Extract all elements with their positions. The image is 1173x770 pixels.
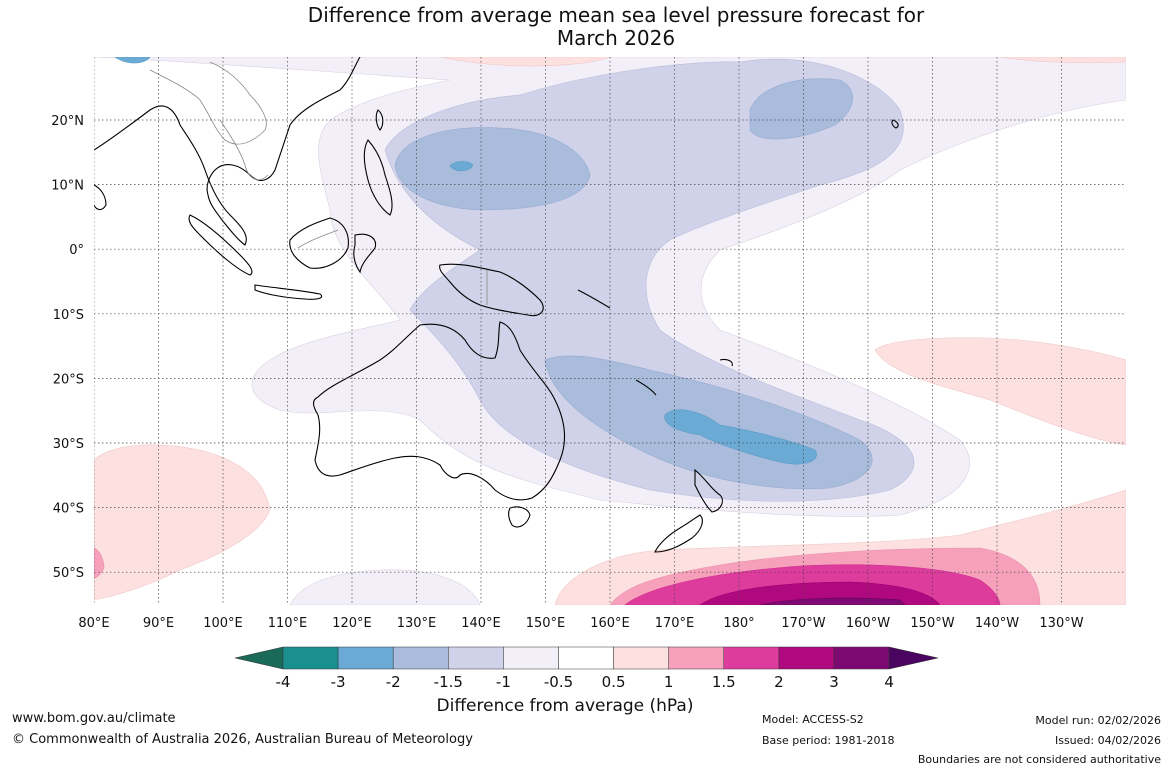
map-title: Difference from average mean sea level p…: [0, 4, 1173, 50]
gridlines: [94, 57, 1126, 605]
colorbar-tick-label: -0.5: [544, 673, 573, 691]
colorbar-segment: [723, 646, 780, 670]
colorbar-segment: [778, 646, 835, 670]
colorbar-tick-label: -4: [276, 673, 291, 691]
border-borneo: [297, 229, 339, 249]
latitude-label: 30°S: [53, 437, 84, 452]
colorbar-segment: [613, 646, 669, 670]
colorbar-tick-label: -2: [386, 673, 401, 691]
issued-date: Issued: 04/02/2026: [1054, 734, 1161, 747]
anomaly-region-light-pink-southwest: [94, 444, 271, 601]
longitude-label: 150°E: [526, 616, 566, 631]
colorbar-tick-label: 4: [884, 673, 894, 691]
colorbar-low-extension: [234, 646, 284, 670]
colorbar-tick-label: 1.5: [712, 673, 736, 691]
coastline-australia: [312, 321, 566, 501]
coastline-new-zealand-north: [694, 468, 723, 513]
longitude-label: 130°W: [1039, 616, 1083, 631]
coastline-sumatra: [188, 214, 253, 276]
colorbar-high-extension: [888, 646, 939, 670]
colorbar-tick-label: -1.5: [434, 673, 463, 691]
longitude-label: 160°E: [590, 616, 630, 631]
colorbar-segment: [833, 646, 890, 670]
colorbar-tick-label: 2: [774, 673, 784, 691]
anomaly-region-blue-south: [664, 409, 817, 465]
coastline-hawaii: [891, 119, 899, 129]
boundaries-disclaimer: Boundaries are not considered authoritat…: [917, 753, 1161, 766]
longitude-label: 100°E: [203, 616, 243, 631]
anomaly-region-blue-north: [449, 161, 474, 172]
latitude-label: 10°S: [53, 308, 84, 323]
colorbar-tick-label: 3: [829, 673, 839, 691]
border-southeast-asia: [149, 61, 267, 145]
colorbar-segment: [668, 646, 725, 670]
longitude-label: 160°W: [846, 616, 890, 631]
longitude-labels: 80°E 90°E 100°E 110°E 120°E 130°E 140°E 150°E 16…: [78, 616, 1083, 631]
anomaly-region-pink-west: [94, 547, 105, 579]
country-borders: [149, 61, 488, 305]
anomaly-region-light-pink-east: [874, 337, 1126, 446]
longitude-label: 170°W: [781, 616, 825, 631]
latitude-label: 20°S: [53, 372, 84, 387]
anomaly-region-light-pink-northeast: [999, 57, 1126, 64]
longitude-label: 80°E: [78, 616, 109, 631]
coastlines: [94, 57, 899, 553]
anomaly-region-blue-corner: [114, 57, 151, 64]
colorbar-title: Difference from average (hPa): [436, 696, 694, 716]
colorbar-tick-label: -3: [331, 673, 346, 691]
colorbar: -4 -3 -2 -1.5 -1 -0.5 0.5 1 1.5 2 3 4: [234, 646, 939, 691]
colorbar-segment: [392, 646, 449, 670]
latitude-label: 40°S: [53, 502, 84, 517]
coastline-asia-mainland: [94, 57, 361, 246]
colorbar-segment: [282, 646, 339, 670]
longitude-label: 90°E: [143, 616, 174, 631]
colorbar-segment: [337, 646, 394, 670]
anomaly-region-light-lavender-south: [289, 569, 481, 605]
longitude-label: 150°W: [910, 616, 954, 631]
latitude-label: 20°N: [51, 114, 84, 129]
longitude-label: 110°E: [268, 616, 308, 631]
longitude-label: 130°E: [397, 616, 437, 631]
title-line-1: Difference from average mean sea level p…: [307, 3, 925, 27]
coastline-new-guinea: [439, 263, 544, 317]
coastline-new-zealand-south: [654, 514, 703, 553]
latitude-label: 10°N: [51, 179, 84, 194]
coastline-borneo: [289, 217, 349, 269]
colorbar-tick-label: 0.5: [602, 673, 626, 691]
colorbar-segment: [558, 646, 614, 670]
latitude-labels: 20°N 10°N 0° 10°S 20°S 30°S 40°S 50°S: [51, 114, 84, 581]
website-link[interactable]: www.bom.gov.au/climate: [12, 711, 176, 726]
latitude-label: 50°S: [53, 566, 84, 581]
coastline-solomon-islands: [577, 289, 611, 309]
longitude-label: 170°E: [655, 616, 695, 631]
coastline-java: [254, 284, 323, 300]
model-name: Model: ACCESS-S2: [762, 713, 864, 726]
colorbar-segment: [503, 646, 559, 670]
latitude-label: 0°: [69, 243, 84, 258]
base-period: Base period: 1981-2018: [762, 734, 895, 747]
model-run-date: Model run: 02/02/2026: [1035, 714, 1161, 727]
coastline-taiwan: [375, 109, 384, 131]
longitude-label: 120°E: [332, 616, 372, 631]
longitude-label: 140°W: [975, 616, 1019, 631]
coastline-fiji: [719, 358, 733, 367]
title-line-2: March 2026: [556, 26, 676, 50]
coastline-sri-lanka: [94, 184, 107, 211]
border-indochina: [219, 119, 269, 181]
colorbar-tick-label: 1: [664, 673, 674, 691]
colorbar-tick-label: -1: [496, 673, 511, 691]
anomaly-region-light-blue-east: [749, 78, 854, 140]
coastline-new-caledonia: [635, 379, 657, 396]
anomaly-region-light-pink-north: [439, 57, 611, 67]
copyright-text: © Commonwealth of Australia 2026, Austra…: [12, 732, 473, 747]
coastline-sulawesi: [353, 233, 377, 274]
longitude-label: 140°E: [461, 616, 501, 631]
map-area: [94, 57, 1126, 605]
longitude-label: 180°: [723, 616, 754, 631]
anomaly-region-light-blue-north: [394, 127, 591, 211]
coastline-philippines: [363, 139, 393, 216]
colorbar-segment: [448, 646, 504, 670]
anomaly-region-purple: [759, 597, 906, 605]
